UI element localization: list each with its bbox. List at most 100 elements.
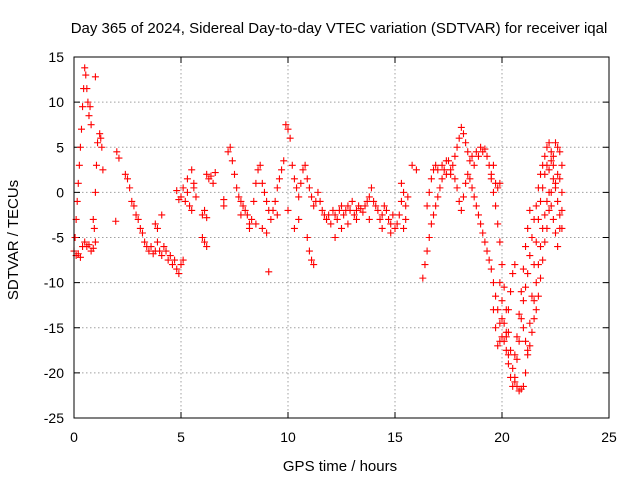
data-point	[451, 175, 459, 183]
data-point	[338, 202, 345, 210]
data-point	[288, 161, 296, 169]
data-point	[504, 328, 512, 336]
data-point	[528, 328, 536, 336]
data-point	[91, 238, 99, 246]
data-point	[76, 253, 84, 261]
data-point	[545, 139, 553, 147]
data-point	[543, 143, 551, 151]
data-point	[500, 319, 508, 327]
data-point	[132, 211, 140, 219]
data-point	[124, 175, 131, 183]
data-point	[269, 206, 277, 214]
data-point	[134, 215, 142, 223]
data-point	[453, 184, 461, 192]
data-point	[477, 143, 485, 151]
data-point	[329, 206, 337, 214]
data-point	[303, 234, 311, 241]
data-point	[485, 256, 493, 264]
data-point	[498, 315, 506, 323]
data-point	[151, 220, 159, 228]
data-point	[522, 243, 530, 251]
data-point	[74, 250, 82, 258]
data-point	[434, 193, 442, 201]
data-point	[509, 364, 517, 372]
data-point	[457, 206, 465, 214]
data-point	[365, 193, 373, 201]
data-point	[239, 202, 247, 210]
data-point	[524, 351, 532, 359]
data-point	[558, 206, 566, 214]
data-point	[192, 193, 200, 201]
data-point	[539, 161, 547, 169]
y-tick-label: 10	[48, 94, 64, 110]
data-point	[258, 224, 266, 232]
data-point	[545, 166, 553, 174]
data-point	[96, 130, 104, 138]
data-point	[483, 152, 491, 160]
x-tick-label: 20	[494, 429, 510, 445]
data-point	[541, 211, 549, 219]
data-point	[267, 215, 275, 223]
data-point	[243, 211, 251, 219]
data-point	[183, 175, 191, 183]
data-point	[305, 184, 313, 192]
data-point	[504, 360, 512, 368]
data-point	[462, 139, 470, 147]
data-point	[241, 206, 249, 214]
data-point	[188, 206, 196, 214]
data-point	[434, 166, 442, 174]
data-point	[168, 261, 176, 269]
data-point	[402, 215, 410, 223]
data-point	[295, 193, 303, 201]
data-point	[528, 234, 536, 241]
data-point	[357, 205, 365, 213]
data-point	[498, 261, 506, 269]
data-point	[489, 161, 497, 169]
data-point	[489, 188, 497, 196]
data-point	[487, 175, 495, 183]
data-point	[507, 288, 515, 296]
data-point	[436, 184, 444, 192]
data-point	[459, 130, 467, 138]
data-point	[549, 152, 557, 160]
data-point	[395, 211, 403, 219]
data-point	[325, 211, 333, 219]
data-point	[237, 211, 245, 219]
data-point	[265, 268, 273, 276]
data-point	[504, 351, 512, 359]
data-point	[374, 206, 382, 214]
data-point	[359, 208, 367, 216]
data-point	[489, 279, 497, 287]
data-point	[554, 143, 562, 151]
y-tick-label: -10	[44, 275, 64, 291]
data-point	[318, 206, 326, 214]
data-point	[282, 121, 290, 129]
data-point	[305, 247, 313, 255]
data-point	[400, 188, 408, 196]
data-point	[513, 355, 521, 363]
data-point	[549, 215, 557, 223]
data-point	[496, 179, 504, 187]
data-point	[515, 310, 523, 318]
data-point	[177, 261, 185, 269]
data-point	[115, 154, 123, 162]
data-point	[99, 166, 107, 174]
data-point	[385, 215, 393, 223]
data-point	[543, 224, 551, 232]
data-point	[299, 166, 307, 174]
data-point	[425, 234, 433, 241]
data-point	[378, 211, 386, 219]
data-point	[314, 188, 322, 196]
data-point	[492, 202, 500, 210]
data-point	[308, 256, 316, 264]
x-tick-label: 10	[280, 429, 296, 445]
data-point	[556, 224, 564, 232]
data-point	[84, 98, 92, 106]
data-point	[162, 247, 170, 255]
data-point	[250, 197, 258, 205]
data-point	[522, 369, 530, 377]
data-point	[532, 306, 540, 314]
data-point	[455, 197, 463, 205]
data-point	[427, 175, 435, 183]
